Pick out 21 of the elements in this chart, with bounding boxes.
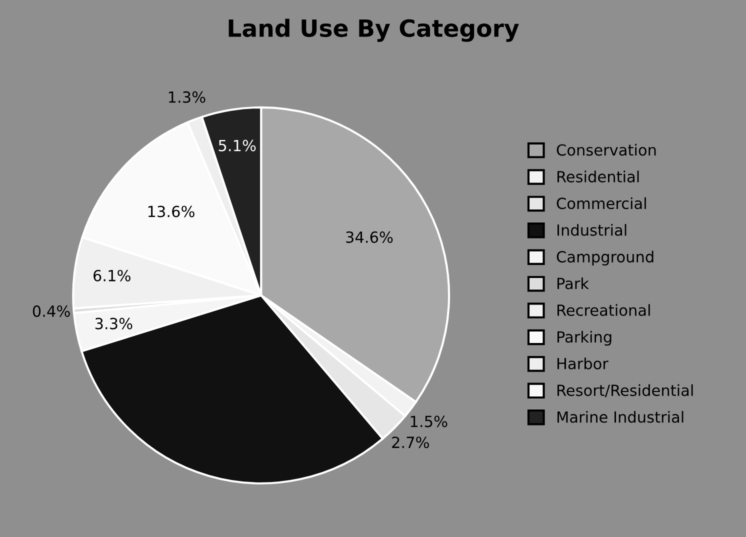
data-label: 1.5% bbox=[410, 416, 448, 428]
legend-label: Conservation bbox=[556, 144, 656, 156]
legend-label: Harbor bbox=[557, 358, 608, 370]
legend-label: Parking bbox=[557, 330, 612, 346]
legend-label: Park bbox=[557, 277, 589, 290]
data-label: 34.6% bbox=[346, 231, 393, 243]
chart-title: Land Use By Category bbox=[228, 18, 519, 42]
data-label: 5.1% bbox=[218, 140, 256, 152]
legend-label: Campground bbox=[556, 250, 654, 266]
legend-label: Residential bbox=[557, 170, 639, 182]
legend-label: Resort/Residential bbox=[557, 384, 693, 398]
legend-label: Marine Industrial bbox=[557, 410, 684, 423]
data-label: 1.3% bbox=[168, 91, 206, 103]
legend-label: Recreational bbox=[557, 304, 650, 316]
data-label: 13.6% bbox=[148, 206, 194, 218]
data-label: 3.3% bbox=[95, 318, 132, 330]
data-label: 6.1% bbox=[94, 270, 130, 282]
legend-label: Industrial bbox=[557, 224, 626, 236]
data-label: 2.7% bbox=[392, 436, 429, 448]
legend-label: Commercial bbox=[556, 197, 646, 210]
data-label: 0.4% bbox=[32, 305, 70, 317]
